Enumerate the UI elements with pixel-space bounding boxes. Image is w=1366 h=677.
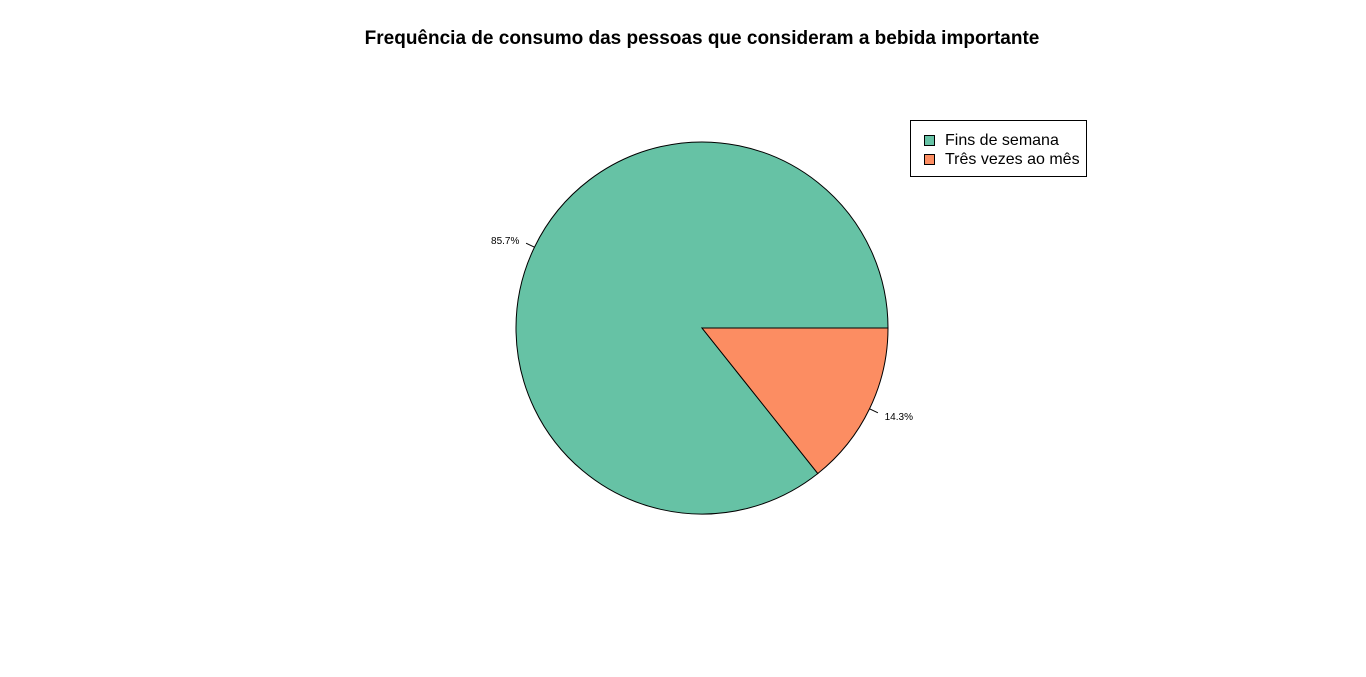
slice-tick-1 <box>869 408 879 414</box>
legend-swatch-0 <box>924 135 935 146</box>
legend: Fins de semana Três vezes ao mês <box>910 120 1087 177</box>
slice-tick-0 <box>525 242 535 248</box>
legend-label: Três vezes ao mês <box>945 150 1080 168</box>
legend-label: Fins de semana <box>945 131 1059 149</box>
chart-title: Frequência de consumo das pessoas que co… <box>364 28 1040 49</box>
legend-swatch-1 <box>924 154 935 165</box>
pie-slice-1 <box>700 327 889 475</box>
legend-item: Três vezes ao mês <box>924 150 1086 169</box>
legend-item: Fins de semana <box>924 131 1086 150</box>
slice-label-0: 85.7% <box>491 236 519 247</box>
slice-label-1: 14.3% <box>885 412 913 423</box>
